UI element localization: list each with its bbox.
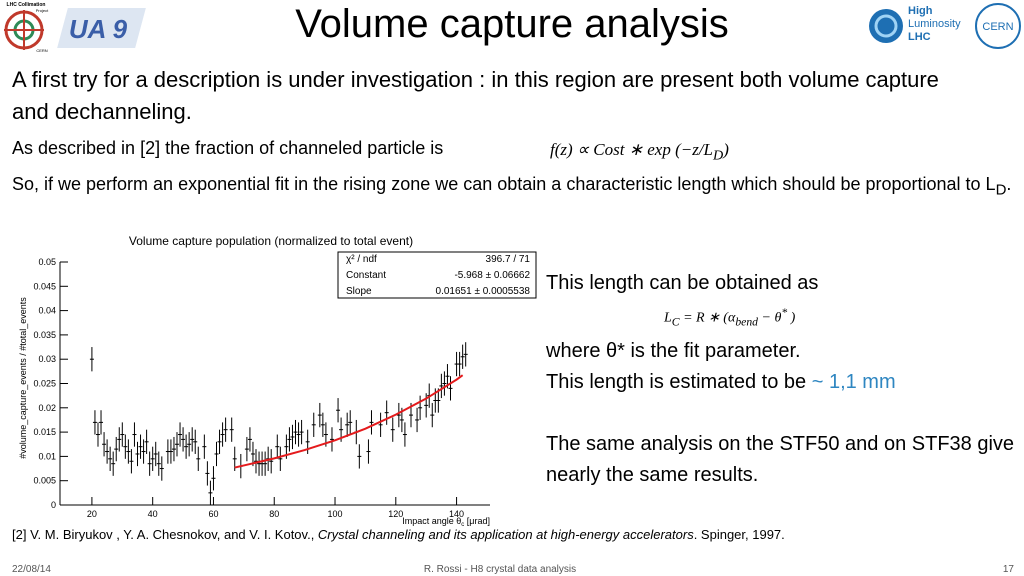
formula-sub: C — [671, 315, 680, 329]
y-tick-label: 0.04 — [38, 306, 56, 316]
x-tick-label: 40 — [148, 509, 158, 519]
logo-text: Luminosity — [908, 18, 961, 30]
formula-sup: * — [781, 306, 788, 319]
slide-title: Volume capture analysis — [295, 2, 729, 46]
intro-text: A first try for a description is under i… — [12, 67, 939, 124]
y-tick-label: 0.015 — [33, 427, 56, 437]
logo-right: High Luminosity LHC CERN — [869, 3, 1021, 49]
stats-box — [337, 251, 537, 299]
y-tick-label: 0.02 — [38, 403, 56, 413]
side-formula: LC = R ∗ (αbend − θ* ) — [546, 299, 1016, 336]
reference: [2] V. M. Biryukov , Y. A. Chesnokov, an… — [12, 527, 785, 542]
formula-part: = R ∗ (α — [679, 310, 736, 326]
side-line: where θ* is the fit parameter. — [546, 340, 801, 363]
logo-text: High — [908, 5, 933, 17]
text-sub: D — [995, 181, 1007, 199]
formula-sub: D — [713, 147, 724, 164]
stats-value: 0.01651 ± 0.0005538 — [436, 286, 531, 297]
logo-text: LHC Collimation — [7, 2, 46, 8]
stats-label: Constant — [346, 270, 386, 281]
x-tick-label: 80 — [269, 509, 279, 519]
x-tick-label: 100 — [328, 509, 343, 519]
formula-part: ) — [723, 140, 729, 159]
formula-part: ) — [787, 310, 796, 326]
y-tick-label: 0.05 — [38, 257, 56, 267]
formula-part: f(z) ∝ Cost ∗ exp (−z/L — [550, 140, 713, 159]
side-line: This length can be obtained as — [546, 272, 819, 294]
x-tick-label: 140 — [449, 509, 464, 519]
logo-text: UA 9 — [69, 14, 128, 44]
y-tick-label: 0.01 — [38, 451, 56, 461]
fit-text: So, if we perform an exponential fit in … — [12, 170, 1012, 205]
y-tick-label: 0.005 — [33, 476, 56, 486]
text-part: So, if we perform an exponential fit in … — [12, 174, 996, 194]
x-tick-label: 20 — [87, 509, 97, 519]
text-part: This length is estimated to be — [546, 371, 812, 394]
footer-center: R. Rossi - H8 crystal data analysis — [423, 564, 577, 575]
side-line: This length is estimated to be ~ 1,1 mm — [546, 367, 1016, 398]
x-axis-label-part: [μrad] — [464, 516, 490, 526]
estimate-value: ~ 1,1 mm — [811, 371, 896, 394]
fraction-formula: f(z) ∝ Cost ∗ exp (−z/LD) — [550, 140, 729, 164]
y-tick-label: 0.03 — [38, 354, 56, 364]
text-part: . Spinger, 1997. — [693, 527, 785, 542]
y-tick-label: 0 — [51, 500, 56, 510]
y-tick-label: 0.035 — [33, 330, 56, 340]
reference-title: Crystal channeling and its application a… — [317, 527, 694, 542]
footer-date: 22/08/14 — [12, 564, 51, 575]
logo-text: Project — [36, 8, 49, 13]
formula-part: L — [664, 310, 672, 326]
stats-value: 396.7 / 71 — [486, 254, 531, 265]
y-tick-label: 0.045 — [33, 281, 56, 291]
chart-title: Volume capture population (normalized to… — [129, 234, 413, 248]
chart: Volume capture population (normalized to… — [18, 234, 537, 528]
logo-left: LHC Collimation Project CERN UA 9 — [4, 2, 146, 53]
formula-sub: bend — [735, 315, 758, 329]
stats-label: χ² / ndf — [346, 254, 377, 265]
logo-text: LHC — [908, 31, 931, 43]
side-text: This length can be obtained as LC = R ∗ … — [546, 268, 1016, 491]
stats-label: Slope — [346, 286, 372, 297]
x-tick-label: 120 — [388, 509, 403, 519]
side-line: The same analysis on the STF50 and on ST… — [546, 433, 1015, 487]
text-part: [2] V. M. Biryukov , Y. A. Chesnokov, an… — [12, 527, 318, 542]
fit-curve — [234, 374, 464, 469]
x-axis-label-part: Impact angle θ — [402, 516, 461, 526]
formula-part: − θ — [758, 310, 782, 326]
logo-text: CERN — [982, 21, 1013, 33]
x-axis-label-sub: c — [461, 522, 464, 528]
y-tick-label: 0.025 — [33, 379, 56, 389]
stats-value: -5.968 ± 0.06662 — [454, 270, 530, 281]
y-axis-label: #volume_capture_events / #total_events — [18, 297, 28, 459]
footer-page: 17 — [1002, 564, 1014, 575]
fraction-text: As described in [2] the fraction of chan… — [12, 138, 444, 158]
x-axis-label: Impact angle θc [μrad] — [402, 516, 490, 528]
logo-text: CERN — [36, 48, 47, 53]
text-part: . — [1006, 174, 1012, 194]
x-tick-label: 60 — [208, 509, 218, 519]
